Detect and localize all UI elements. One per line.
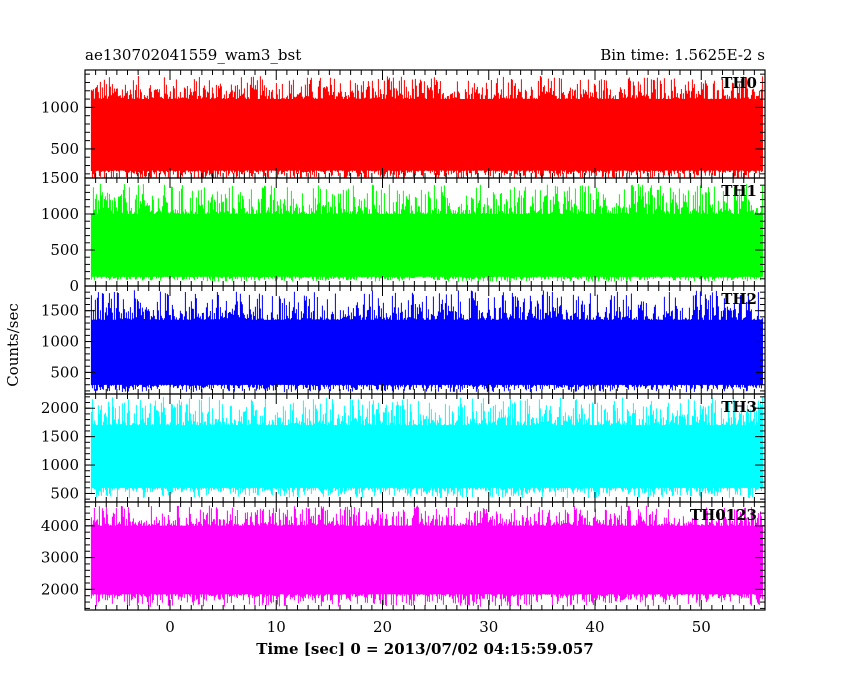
y-tick-label: 0 [69, 277, 79, 295]
panel-th1: 0 500 1000 1500 TH1 [41, 169, 766, 295]
y-tick-label: 500 [50, 140, 79, 158]
series-line-th0123 [90, 505, 763, 607]
panel-label-th0123: TH0123 [690, 506, 757, 524]
panel-label-th1: TH1 [721, 182, 757, 200]
bin-time-label: Bin time: 1.5625E-2 s [600, 46, 765, 64]
panels-group: 5001000TH0050010001500TH150010001500TH25… [41, 69, 766, 636]
y-tick-label: 500 [50, 241, 79, 259]
x-tick-label: 0 [165, 618, 175, 636]
series-line-th2 [90, 290, 763, 393]
y-tick-label: 500 [50, 363, 79, 381]
x-tick-label: 30 [479, 618, 498, 636]
y-tick-label: 1500 [41, 428, 79, 446]
panel-label-th3: TH3 [721, 398, 757, 416]
y-tick-label: 1000 [41, 205, 79, 223]
series-line-th0 [90, 76, 763, 178]
y-axis-label: Counts/sec [4, 303, 22, 387]
panel-th3: 500 1000 1500 2000 TH3 [41, 393, 766, 503]
panel-th2: 500 1000 1500 TH2 [41, 285, 766, 395]
panel-th0123: 2000 3000 4000 TH0123 [41, 501, 766, 611]
x-tick-label: 20 [373, 618, 392, 636]
y-tick-label: 3000 [41, 549, 79, 567]
observation-id-title: ae130702041559_wam3_bst [85, 46, 301, 64]
y-tick-label: 1000 [41, 456, 79, 474]
y-tick-label: 1500 [41, 302, 79, 320]
x-tick-label: 50 [692, 618, 711, 636]
y-tick-label: 2000 [41, 580, 79, 598]
y-tick-label: 1000 [41, 98, 79, 116]
panel-th0: 500 1000 TH0 [41, 69, 766, 179]
x-axis-label: Time [sec] 0 = 2013/07/02 04:15:59.057 [256, 640, 593, 658]
series-line-th3 [90, 396, 763, 498]
y-tick-label: 4000 [41, 517, 79, 535]
series-line-th1 [90, 183, 763, 282]
y-tick-label: 2000 [41, 399, 79, 417]
x-tick-label: 40 [585, 618, 604, 636]
panel-label-th0: TH0 [721, 74, 757, 92]
panel-label-th2: TH2 [721, 290, 757, 308]
y-tick-label: 500 [50, 484, 79, 502]
y-tick-label: 1000 [41, 333, 79, 351]
y-tick-label: 1500 [41, 169, 79, 187]
x-tick-label: 10 [267, 618, 286, 636]
